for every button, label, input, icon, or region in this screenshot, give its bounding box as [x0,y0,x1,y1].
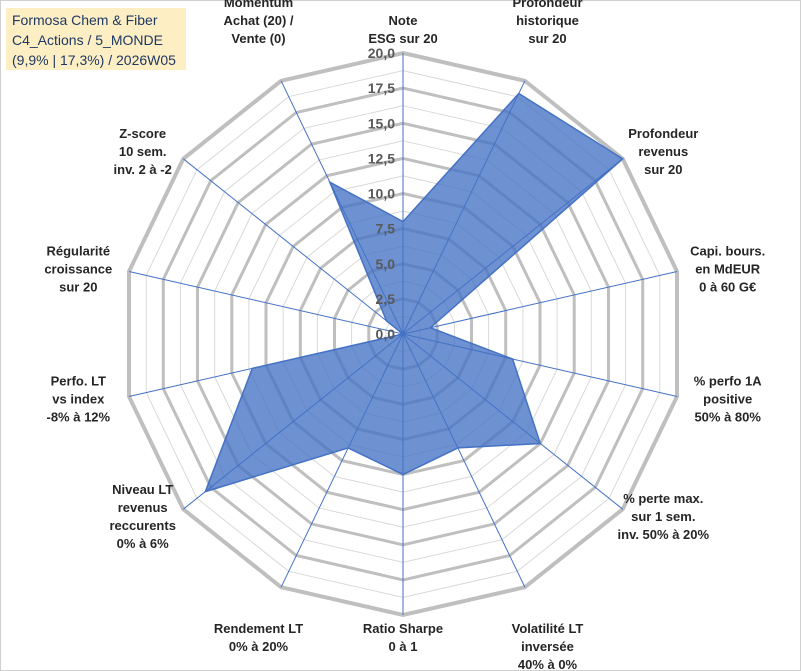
axis-label: Perfo. LT vs index -8% à 12% [47,374,111,425]
axis-label: Niveau LT revenus reccurents 0% à 6% [109,482,175,551]
info-line-category: C4_Actions / 5_MONDE [12,32,163,48]
axis-label: Régularité croissance sur 20 [44,243,112,294]
tick-label: 20,0 [368,45,395,61]
axis-label: Momentum Achat (20) / Vente (0) [223,0,293,46]
axis-label: Rendement LT 0% à 20% [214,621,303,654]
axis-label: % perfo 1A positive 50% à 80% [694,374,763,425]
radar-series [204,92,624,493]
axis-label: Profondeur revenus sur 20 [628,126,698,177]
tick-label: 12,5 [368,150,395,166]
series-area [204,92,624,493]
info-line-company: Formosa Chem & Fiber [12,12,158,28]
tick-label: 15,0 [368,115,395,131]
axis-spoke [402,271,678,335]
axis-label: Ratio Sharpe 0 à 1 [363,621,443,654]
tick-label: 17,5 [368,80,395,96]
tick-label: 0,0 [376,326,396,342]
tick-label: 2,5 [376,291,396,307]
tick-label: 10,0 [368,186,395,202]
tick-label: 7,5 [376,221,396,237]
axis-label: % perte max. sur 1 sem. inv. 50% à 20% [618,491,710,542]
axis-label: Z-score 10 sem. inv. 2 à -2 [114,126,172,177]
axis-spoke [128,271,404,335]
axis-label: Profondeur historique sur 20 [512,0,582,46]
info-line-stats: (9,9% | 17,3%) / 2026W05 [12,52,176,68]
tick-label: 5,0 [376,256,396,272]
axis-spoke [182,158,404,335]
axis-label: Volatilité LT inversée 40% à 0% [512,621,584,671]
radial-tick-labels: 0,0 2,5 5,0 7,5 10,0 12,5 15,0 17,5 20,0 [368,45,395,342]
axis-label: Capi. bours. en MdEUR 0 à 60 G€ [690,243,765,294]
axis-labels: Note ESG sur 20 Profondeur historique sur 20… [44,0,765,671]
axis-label: Note ESG sur 20 [368,13,437,46]
info-box: Formosa Chem & Fiber C4_Actions / 5_MOND… [6,8,186,70]
